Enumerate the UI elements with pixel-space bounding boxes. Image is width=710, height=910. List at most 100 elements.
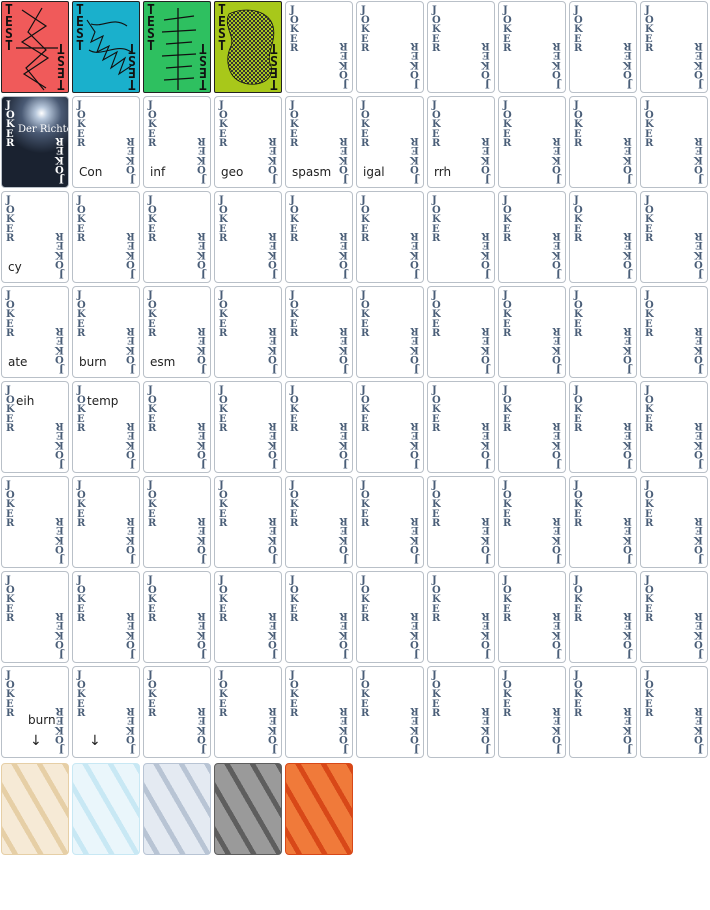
card-corner-label: J O K E R [432, 575, 441, 625]
joker-card[interactable]: J O K E R J O K E R ↓ [72, 666, 140, 758]
card-corner-label: J O K E R [645, 290, 654, 340]
card-corner-label: J O K E R [219, 385, 228, 435]
card-corner-label: J O K E R [574, 5, 583, 55]
joker-card[interactable]: J O K E R J O K E R igal [356, 96, 424, 188]
joker-card[interactable]: J O K E R J O K E R inf [143, 96, 211, 188]
card-back-flame[interactable] [285, 763, 353, 855]
card-back-ice[interactable] [72, 763, 140, 855]
joker-card[interactable]: J O K E R J O K E R spasm [285, 96, 353, 188]
joker-card[interactable]: J O K E R J O K E R burn [72, 286, 140, 378]
card-back-silver[interactable] [143, 763, 211, 855]
card-back-steel[interactable] [214, 763, 282, 855]
joker-card[interactable]: J O K E R J O K E R rrh [427, 96, 495, 188]
handwritten-note: spasm [292, 165, 332, 179]
card-corner-label: J O K E R [77, 100, 86, 150]
joker-card[interactable]: J O K E R J O K E R geo [214, 96, 282, 188]
card-corner-label-inverted: J O K E R [552, 704, 561, 754]
joker-card[interactable]: J O K E R J O K E R Con [72, 96, 140, 188]
card-corner-label: J O K E R [290, 5, 299, 55]
card-corner-label: J O K E R [148, 670, 157, 720]
card-corner-label: J O K E R [77, 670, 86, 720]
card-back-cream[interactable] [1, 763, 69, 855]
joker-card[interactable]: J O K E R J O K E R cy [1, 191, 69, 283]
card-corner-label-inverted: J O K E R [410, 704, 419, 754]
card-corner-label: J O K E R [219, 100, 228, 150]
joker-card[interactable]: J O K E R J O K E R esm [143, 286, 211, 378]
card-corner-label: J O K E R [148, 195, 157, 245]
card-corner-label: J O K E R [574, 195, 583, 245]
card-corner-label-inverted: J O K E R [126, 324, 135, 374]
joker-card[interactable]: J O K E R J O K E R ate [1, 286, 69, 378]
